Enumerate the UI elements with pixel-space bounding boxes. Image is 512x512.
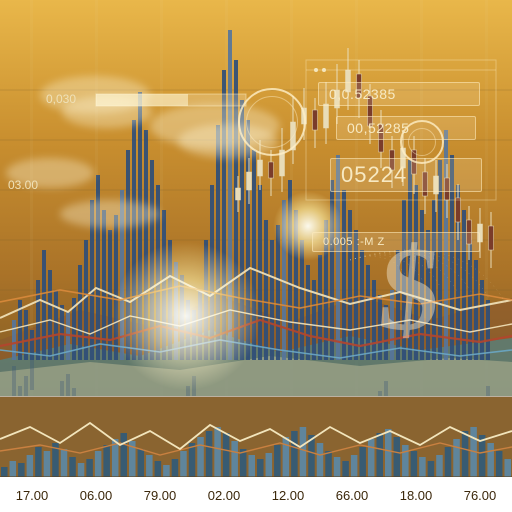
x-tick: 79.00 xyxy=(144,488,177,503)
value-readout: 0,0.52385 xyxy=(318,82,480,106)
x-tick: 18.00 xyxy=(400,488,433,503)
financial-composite-chart: $ 0,03003.00 0,0.5238500,52285052240.005… xyxy=(0,0,512,512)
axis-label: 03.00 xyxy=(8,178,38,192)
x-tick: 06.00 xyxy=(80,488,113,503)
value-readout: 00,52285 xyxy=(336,116,476,140)
x-tick: 76.00 xyxy=(464,488,497,503)
x-tick: 02.00 xyxy=(208,488,241,503)
subpanel-svg xyxy=(0,397,512,477)
main-chart-area: $ 0,03003.00 0,0.5238500,52285052240.005… xyxy=(0,0,512,396)
axis-label: 0,030 xyxy=(46,92,76,106)
volume-subpanel xyxy=(0,396,512,477)
x-tick: 66.00 xyxy=(336,488,369,503)
x-tick: 17.00 xyxy=(16,488,49,503)
value-readout: 0.005 :-M Z xyxy=(312,232,480,252)
cloud xyxy=(60,200,160,228)
scope-ring xyxy=(238,88,306,156)
x-tick: 12.00 xyxy=(272,488,305,503)
value-readout: 05224 xyxy=(330,158,482,192)
x-axis: 17.00 06.00 79.00 02.00 12.00 66.00 18.00 76.00 xyxy=(0,476,512,512)
